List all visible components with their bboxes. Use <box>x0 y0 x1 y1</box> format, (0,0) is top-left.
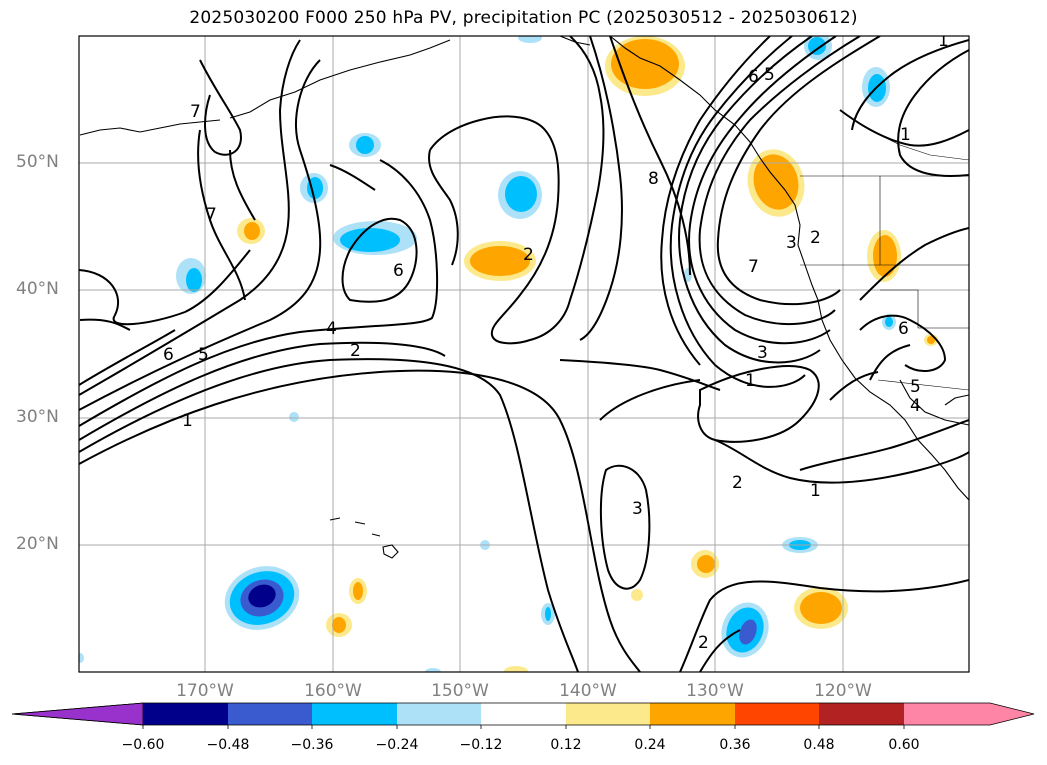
contour-label: 5 <box>764 65 775 85</box>
colorbar-bin <box>228 703 312 725</box>
lat-label-40n: 40°N <box>16 279 59 299</box>
contour-label: 8 <box>648 169 659 189</box>
plot-frame <box>78 35 970 673</box>
lon-label-170w: 170°W <box>176 681 234 701</box>
contour-label: 7 <box>206 205 217 225</box>
contour-label: 7 <box>190 102 201 122</box>
colorbar-extend-low <box>11 702 144 726</box>
contour-label: 5 <box>198 345 209 365</box>
contour-label: 2 <box>523 245 534 265</box>
colorbar-tick-label: −0.12 <box>459 737 503 753</box>
contour-label: 1 <box>900 125 911 145</box>
contour-label: 6 <box>163 345 174 365</box>
colorbar <box>11 702 1035 729</box>
contour-label: 1 <box>182 411 193 431</box>
colorbar-tick-label: 0.48 <box>803 737 835 753</box>
contour-label: 3 <box>786 233 797 253</box>
contour-label: 7 <box>748 257 759 277</box>
lat-label-20n: 20°N <box>16 534 59 554</box>
colorbar-bin <box>397 703 481 725</box>
contour-label: 6 <box>748 67 759 87</box>
colorbar-tick-label: −0.36 <box>290 737 334 753</box>
colorbar-tick-label: −0.60 <box>121 737 165 753</box>
contour-label: 6 <box>898 319 909 339</box>
contour-label: 1 <box>745 371 756 391</box>
colorbar-bin <box>312 703 397 725</box>
colorbar-tick-label: −0.48 <box>206 737 250 753</box>
negative-anomaly-east-pacific <box>721 602 769 658</box>
contour-label: 2 <box>810 228 821 248</box>
colorbar-extend-high <box>904 703 1034 725</box>
lon-label-140w: 140°W <box>559 681 617 701</box>
colorbar-tick-label: 0.36 <box>719 737 751 753</box>
lon-label-130w: 130°W <box>686 681 744 701</box>
contour-labels: 1 2 4 5 6 7 7 6 2 8 3 1 3 2 1 2 7 3 2 6 … <box>163 31 949 653</box>
colorbar-tick-label: −0.24 <box>375 737 419 753</box>
colorbar-tick-label: 0.24 <box>634 737 666 753</box>
coastlines <box>79 36 969 559</box>
lat-label-30n: 30°N <box>16 407 59 427</box>
colorbar-bin <box>819 703 904 725</box>
colorbar-tick-label: 0.60 <box>888 737 920 753</box>
colorbar-bin <box>481 703 566 725</box>
gridlines <box>79 36 969 672</box>
colorbar-bin <box>650 703 735 725</box>
contour-label: 1 <box>938 31 949 51</box>
precip-shading <box>79 36 938 672</box>
colorbar-bin <box>566 703 650 725</box>
pv-contours <box>79 36 969 672</box>
contour-label: 4 <box>910 396 921 416</box>
contour-label: 3 <box>632 499 643 519</box>
contour-label: 3 <box>757 343 768 363</box>
negative-anomaly-hawaii-south <box>224 566 300 630</box>
contour-label: 2 <box>350 341 361 361</box>
borders <box>800 109 969 391</box>
lat-label-50n: 50°N <box>16 152 59 172</box>
contour-label: 2 <box>698 633 709 653</box>
colorbar-bin <box>735 703 819 725</box>
lon-label-150w: 150°W <box>431 681 489 701</box>
contour-label: 1 <box>810 481 821 501</box>
colorbar-bin <box>143 703 228 725</box>
lon-label-160w: 160°W <box>304 681 362 701</box>
contour-label: 2 <box>732 473 743 493</box>
contour-label: 4 <box>326 319 337 339</box>
lon-label-120w: 120°W <box>814 681 872 701</box>
contour-label: 6 <box>393 261 404 281</box>
map-title: 2025030200 F000 250 hPa PV, precipitatio… <box>189 8 858 28</box>
colorbar-tick-label: 0.12 <box>550 737 582 753</box>
contour-label: 5 <box>910 377 921 397</box>
